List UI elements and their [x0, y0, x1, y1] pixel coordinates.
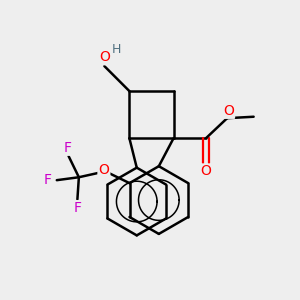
Text: H: H	[112, 44, 122, 56]
Text: O: O	[98, 163, 109, 177]
Text: O: O	[200, 164, 211, 178]
Text: F: F	[44, 173, 52, 187]
Text: O: O	[223, 104, 234, 118]
Text: O: O	[99, 50, 110, 64]
Text: F: F	[74, 201, 81, 215]
Text: F: F	[64, 141, 72, 155]
